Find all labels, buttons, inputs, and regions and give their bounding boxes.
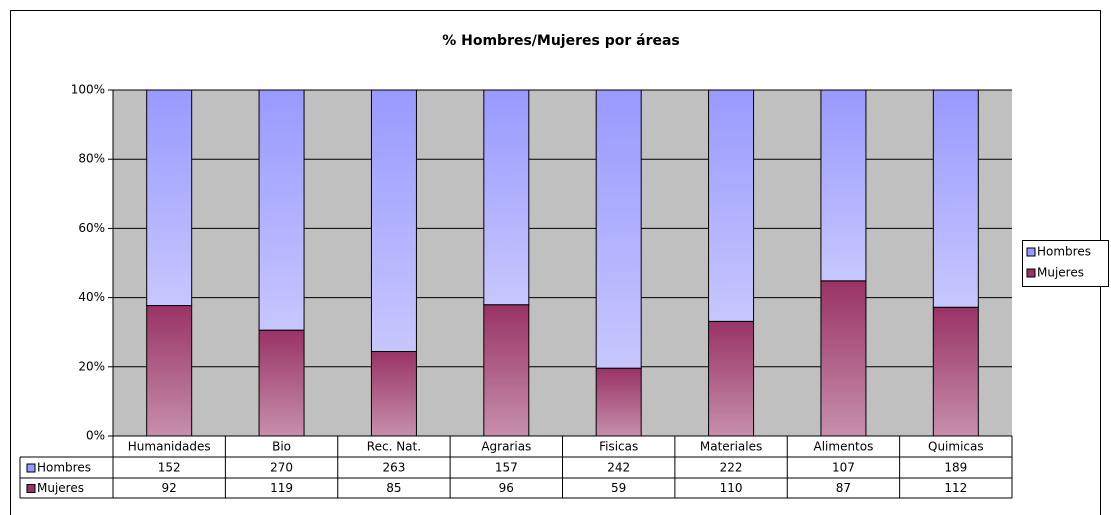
table-value: 107	[832, 461, 855, 475]
table-swatch	[26, 463, 36, 473]
table-value: 152	[158, 461, 181, 475]
bar	[370, 350, 417, 437]
table-value: 189	[944, 461, 967, 475]
bar	[820, 89, 867, 282]
chart-title: % Hombres/Mujeres por áreas	[442, 33, 680, 49]
table-value: 59	[611, 481, 626, 495]
bar	[258, 89, 305, 331]
table-value: 96	[499, 481, 514, 495]
table-value: 85	[386, 481, 401, 495]
x-tick-label: Alimentos	[814, 440, 874, 454]
plot-area	[113, 90, 1012, 436]
bar	[595, 367, 642, 437]
legend-box	[1022, 240, 1109, 287]
table-value: 119	[270, 481, 293, 495]
y-tick-label: 60%	[78, 221, 105, 235]
table-value: 263	[382, 461, 405, 475]
table-value: 112	[944, 481, 967, 495]
table-row-label: Hombres	[37, 461, 91, 475]
table-value: 110	[720, 481, 743, 495]
x-tick-label: Agrarias	[481, 440, 531, 454]
legend-label: Mujeres	[1037, 266, 1084, 280]
bar	[820, 280, 867, 437]
x-tick-label: Bio	[272, 440, 291, 454]
bar	[932, 89, 979, 308]
bar	[483, 304, 530, 437]
bar	[708, 89, 755, 322]
legend-swatch	[1026, 268, 1036, 278]
x-tick-label: Fisicas	[599, 440, 638, 454]
y-tick-label: 80%	[78, 152, 105, 166]
bar	[932, 306, 979, 437]
table-value: 222	[720, 461, 743, 475]
bar	[595, 89, 642, 369]
table-value: 92	[162, 481, 177, 495]
y-tick-label: 100%	[71, 83, 105, 97]
bar	[258, 329, 305, 437]
bar	[370, 89, 417, 352]
x-tick-label: Humanidades	[128, 440, 211, 454]
table-value: 270	[270, 461, 293, 475]
y-tick-label: 20%	[78, 359, 105, 373]
bar	[146, 89, 193, 307]
table-value: 87	[836, 481, 851, 495]
bar	[146, 305, 193, 437]
table-value: 157	[495, 461, 518, 475]
legend-swatch	[1026, 247, 1036, 257]
legend-label: Hombres	[1037, 245, 1091, 259]
x-tick-label: Rec. Nat.	[367, 440, 421, 454]
bar	[708, 320, 755, 437]
y-tick-label: 0%	[86, 429, 105, 443]
x-tick-label: Materiales	[700, 440, 762, 454]
x-tick-label: Quimicas	[928, 440, 984, 454]
table-swatch	[26, 484, 36, 493]
table-row-label: Mujeres	[37, 481, 84, 495]
y-tick-label: 40%	[78, 290, 105, 304]
table-value: 242	[607, 461, 630, 475]
bar	[483, 89, 530, 306]
